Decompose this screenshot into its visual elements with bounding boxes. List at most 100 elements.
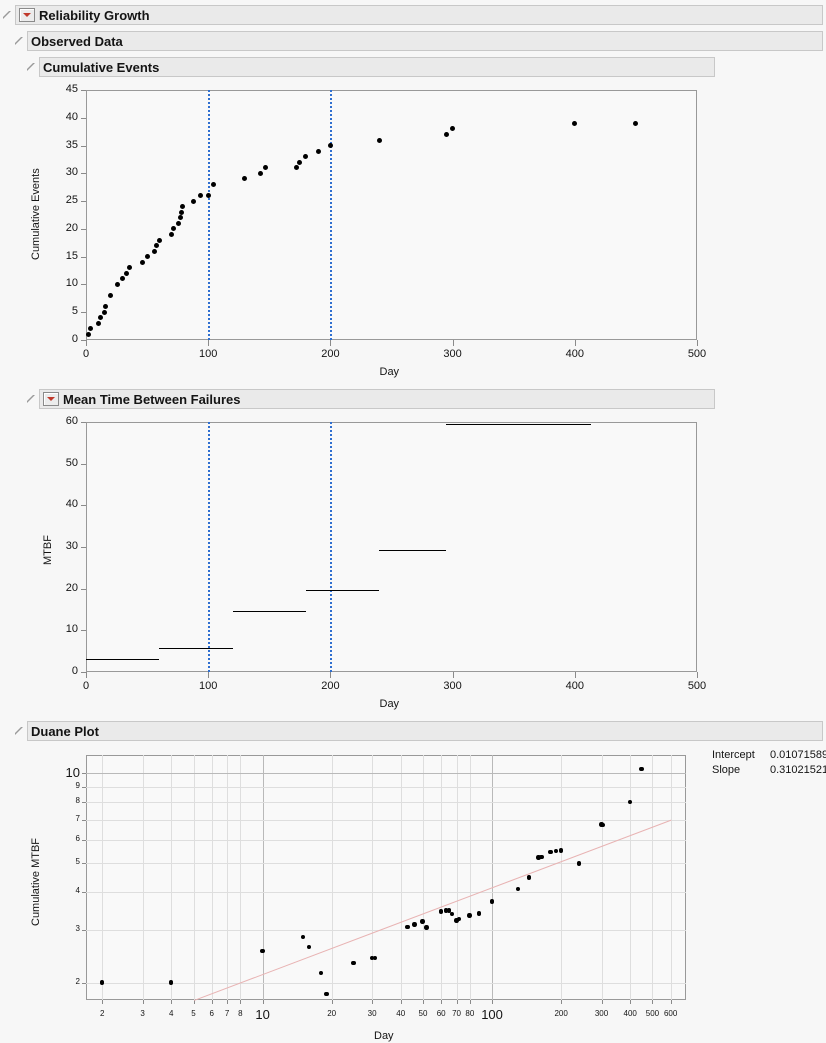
x-axis-tick — [193, 1000, 195, 1004]
panel-header-mtbf[interactable]: Mean Time Between Failures — [39, 389, 715, 409]
outline-row-cumulative-events[interactable]: Cumulative Events — [26, 56, 716, 78]
x-axis-tick-label: 8 — [238, 1009, 243, 1018]
x-gridline — [171, 755, 173, 1000]
x-axis-tick-label: 4 — [169, 1009, 174, 1018]
x-gridline — [441, 755, 443, 1000]
y-axis-tick-label: 6 — [75, 833, 80, 843]
disclosure-triangle-icon[interactable] — [26, 62, 37, 73]
data-point — [450, 126, 456, 132]
x-axis-tick — [211, 1000, 213, 1004]
x-axis-tick-label: 100 — [199, 348, 218, 360]
outline-row-duane-plot[interactable]: Duane Plot — [14, 720, 824, 742]
mtbf-step-segment — [159, 647, 233, 649]
x-axis-tick — [630, 1000, 632, 1004]
x-axis-tick-label: 300 — [594, 1009, 609, 1018]
data-point — [489, 899, 495, 904]
data-point — [515, 886, 521, 892]
y-axis-tick-label: 45 — [65, 83, 78, 95]
disclosure-triangle-icon[interactable] — [2, 10, 13, 21]
plot-frame — [86, 422, 697, 672]
x-axis-tick — [86, 340, 87, 346]
data-point — [351, 960, 356, 966]
data-point — [95, 320, 101, 326]
data-point — [120, 276, 126, 282]
outline-row-mtbf[interactable]: Mean Time Between Failures — [26, 388, 716, 410]
x-axis-tick-label: 600 — [663, 1009, 678, 1018]
y-axis-tick-label: 30 — [65, 540, 78, 552]
reference-line — [330, 422, 333, 672]
data-point — [242, 176, 248, 182]
data-point — [303, 154, 309, 160]
x-axis-tick — [208, 672, 210, 678]
disclosure-triangle-icon[interactable] — [14, 36, 25, 47]
y-axis-tick — [81, 505, 86, 507]
data-point — [449, 911, 455, 917]
data-point — [627, 799, 633, 805]
mtbf-step-segment — [86, 659, 160, 661]
data-point — [88, 326, 94, 332]
y-axis-tick — [81, 630, 86, 632]
plot-frame — [86, 755, 686, 1000]
data-point — [327, 143, 333, 149]
data-point — [600, 822, 606, 828]
y-axis-tick — [81, 672, 86, 673]
data-point — [98, 315, 104, 321]
disclosure-triangle-icon[interactable] — [14, 726, 25, 737]
x-axis-tick-label: 3 — [140, 1009, 145, 1018]
data-point — [324, 991, 329, 997]
data-point — [454, 918, 459, 923]
mtbf-step-segment — [446, 424, 591, 426]
x-axis-tick — [102, 1000, 104, 1004]
x-gridline — [456, 755, 458, 1000]
x-axis-tick-label: 70 — [452, 1009, 461, 1018]
x-axis-tick — [331, 1000, 333, 1004]
y-axis-tick — [81, 90, 86, 91]
data-point — [412, 922, 417, 927]
data-point — [101, 309, 107, 315]
mtbf-step-segment — [232, 610, 306, 612]
duane-slope-value: 0.31021521 — [770, 764, 826, 776]
data-point — [171, 226, 177, 232]
data-point — [536, 855, 541, 860]
x-axis-tick — [492, 1000, 494, 1004]
y-gridline — [86, 773, 686, 775]
outline-row-reliability-growth[interactable]: Reliability Growth — [2, 4, 824, 26]
y-axis-tick — [82, 819, 86, 821]
x-axis-tick — [697, 340, 698, 346]
y-axis-tick-label: 60 — [65, 415, 78, 427]
y-axis-tick — [82, 929, 86, 931]
chart-mtbf: 0 10 20 30 40 50 60 0 100 200 300 400 500 Day MTBF — [42, 415, 706, 710]
x-axis-tick-label: 60 — [436, 1009, 446, 1018]
panel-header-duane-plot[interactable]: Duane Plot — [27, 721, 823, 741]
red-triangle-menu-icon[interactable] — [19, 8, 35, 22]
x-axis-tick-label: 20 — [327, 1009, 337, 1018]
x-axis-tick-label: 80 — [465, 1009, 475, 1018]
x-gridline — [142, 755, 144, 1000]
data-point — [318, 970, 324, 976]
panel-header-reliability-growth[interactable]: Reliability Growth — [15, 5, 823, 25]
red-triangle-menu-icon[interactable] — [43, 392, 59, 406]
y-gridline — [86, 929, 686, 931]
data-point — [443, 131, 449, 137]
y-axis-tick — [82, 839, 86, 841]
panel-header-observed-data[interactable]: Observed Data — [27, 31, 823, 51]
x-axis-tick-label: 7 — [224, 1009, 230, 1018]
outline-row-observed-data[interactable]: Observed Data — [14, 30, 824, 52]
y-axis-tick-label: 0 — [71, 665, 78, 677]
panel-header-cumulative-events[interactable]: Cumulative Events — [39, 57, 715, 77]
panel-title-observed-data: Observed Data — [31, 33, 123, 49]
x-axis-tick — [574, 340, 576, 346]
x-axis-tick — [422, 1000, 424, 1004]
panel-title-mtbf: Mean Time Between Failures — [63, 391, 241, 407]
x-axis-tick — [372, 1000, 374, 1004]
y-axis-tick-label: 10 — [65, 623, 78, 636]
data-point — [154, 243, 160, 249]
data-point — [558, 848, 564, 853]
disclosure-triangle-icon[interactable] — [26, 394, 37, 405]
y-axis-tick-label: 7 — [75, 813, 80, 823]
y-axis-tick-label: 10 — [65, 277, 78, 290]
data-point — [306, 944, 312, 950]
x-axis-tick-label: 100 — [481, 1007, 503, 1022]
x-axis-tick — [574, 672, 576, 678]
x-axis-tick-label: 100 — [199, 680, 218, 692]
